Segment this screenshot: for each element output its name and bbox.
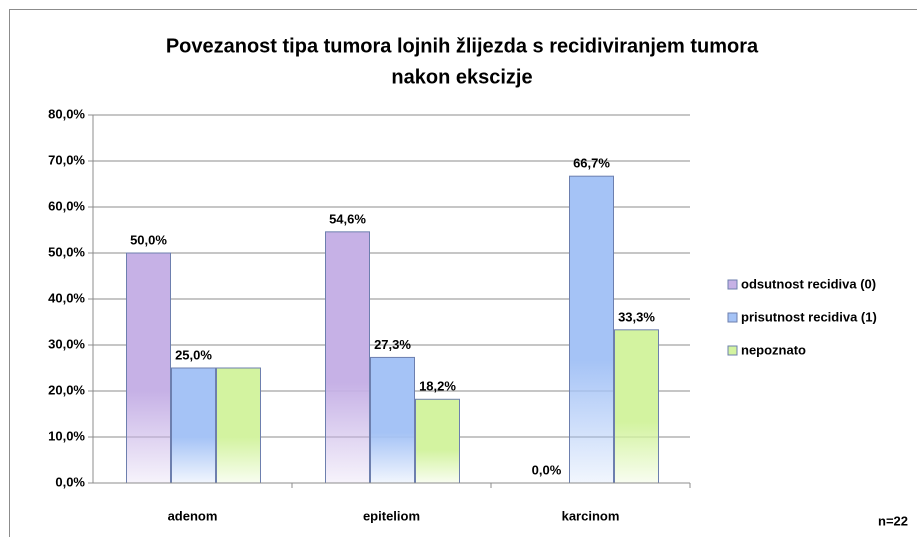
legend-swatch (727, 345, 738, 356)
y-tick-label: 0,0% (55, 474, 85, 489)
bar (370, 356, 415, 484)
chart-title: Povezanost tipa tumora lojnih žlijezda s… (166, 35, 759, 57)
legend-swatch (727, 312, 738, 323)
value-label: 18,2% (419, 379, 456, 394)
legend-label: nepoznato (741, 342, 806, 357)
bar (126, 252, 171, 484)
value-label: 0,0% (532, 462, 562, 477)
value-label: 54,6% (329, 211, 366, 226)
y-tick-label: 10,0% (48, 428, 85, 443)
legend-label: prisutnost recidiva (1) (741, 309, 877, 324)
annotation: n=22 (878, 513, 908, 528)
y-tick-label: 70,0% (48, 152, 85, 167)
y-tick-label: 20,0% (48, 382, 85, 397)
bar (614, 329, 659, 484)
bar (415, 398, 460, 484)
x-tick-label: epiteliom (363, 508, 420, 523)
value-label: 33,3% (618, 309, 655, 324)
legend-swatch (727, 279, 738, 290)
y-tick-label: 60,0% (48, 198, 85, 213)
y-tick-label: 80,0% (48, 106, 85, 121)
x-tick-label: adenom (168, 508, 218, 523)
bar (325, 231, 370, 484)
value-label: 25,0% (175, 347, 212, 362)
bar (569, 175, 614, 484)
value-label: 27,3% (374, 337, 411, 352)
value-label: 66,7% (573, 156, 610, 171)
legend-label: odsutnost recidiva (0) (741, 276, 876, 291)
x-tick-label: karcinom (562, 508, 620, 523)
bar (216, 367, 261, 484)
y-tick-label: 40,0% (48, 290, 85, 305)
chart-title: nakon ekscizje (391, 66, 532, 88)
y-tick-label: 30,0% (48, 336, 85, 351)
bar (171, 367, 216, 484)
y-tick-label: 50,0% (48, 244, 85, 259)
value-label: 50,0% (130, 232, 167, 247)
